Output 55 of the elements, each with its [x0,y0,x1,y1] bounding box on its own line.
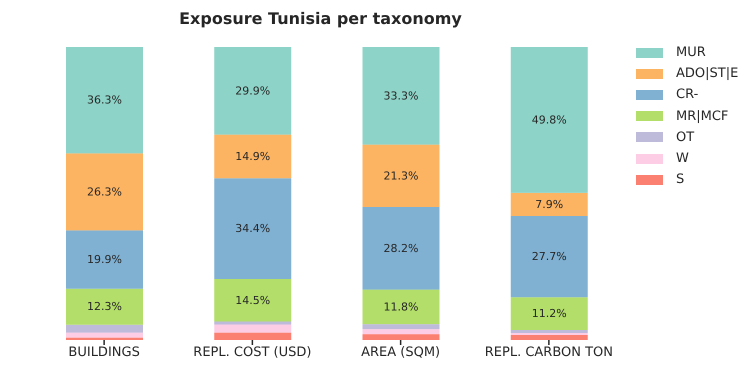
legend-label: MUR [676,45,706,60]
data-label: 14.9% [235,150,270,163]
legend-label: MR|MCF [676,108,728,124]
bar [214,134,292,178]
bar [214,47,292,135]
legend-label: CR- [676,87,698,102]
data-label: 29.9% [235,84,270,98]
data-label: 11.2% [532,307,567,320]
bar [66,332,143,338]
bar [66,324,143,333]
data-label: 36.3% [87,94,122,107]
data-label: 7.9% [535,198,564,211]
bar [510,216,588,298]
bar [214,279,292,322]
bar [362,329,440,334]
bar [510,47,588,193]
bar [214,332,292,340]
bar [214,324,292,333]
data-label: 28.2% [384,242,418,255]
bar [362,324,440,330]
chart-title: Exposure Tunisia per taxonomy [178,9,463,28]
data-label: 19.9% [87,253,122,266]
bar [66,288,143,325]
bar [362,47,440,145]
bar [510,192,588,216]
bar [362,206,440,290]
data-label: 21.3% [384,169,418,182]
bar [66,153,143,230]
legend-label: ADO|ST|E [676,66,738,82]
data-label: 11.8% [384,300,418,314]
bar [510,330,588,333]
legend-label: W [676,151,689,166]
bar [510,332,588,336]
bar [214,178,292,280]
data-label: 49.8% [532,113,567,126]
bar [510,297,588,330]
data-label: 33.3% [384,89,418,102]
data-label: 34.4% [235,222,270,236]
bar [362,290,440,324]
bar [362,144,440,207]
x-tick-label: REPL. CARBON TON [484,345,614,360]
bar [66,230,143,289]
legend-label: S [676,172,684,188]
data-label: 12.3% [87,300,122,314]
x-tick-label: REPL. COST (USD) [193,345,312,360]
bar [214,322,292,324]
bar [510,335,588,340]
x-tick-label: AREA (SQM) [361,345,440,360]
bar [362,334,440,340]
data-label: 27.7% [532,250,567,264]
bar [66,47,143,154]
legend-label: OT [676,130,694,145]
data-label: 14.5% [235,294,270,307]
x-tick-label: BUILDINGS [68,345,140,360]
data-label: 26.3% [87,185,122,198]
